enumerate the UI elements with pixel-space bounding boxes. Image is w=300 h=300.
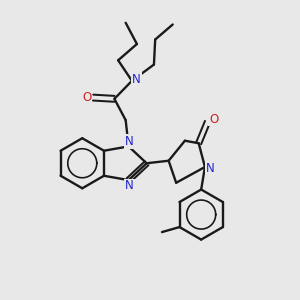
Text: N: N — [125, 179, 134, 193]
Text: N: N — [132, 74, 141, 86]
Text: O: O — [82, 91, 91, 104]
Text: N: N — [124, 135, 133, 148]
Text: N: N — [206, 162, 214, 175]
Text: O: O — [209, 112, 218, 125]
